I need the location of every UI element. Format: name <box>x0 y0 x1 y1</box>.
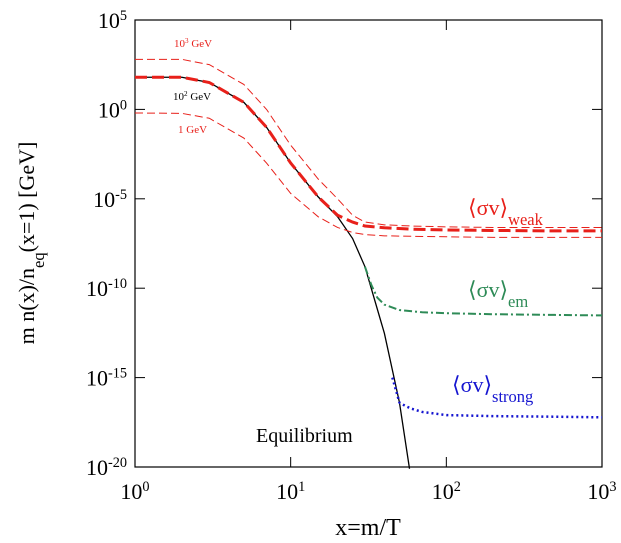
y-tick-label-part: 10 <box>86 276 108 301</box>
series-label: ⟨σv⟩em <box>468 277 528 311</box>
series-line <box>363 266 603 317</box>
y-tick-label-part: 10 <box>98 8 120 33</box>
y-tick-label-part: -5 <box>115 187 127 203</box>
series-label-part: ⟨σv⟩ <box>452 372 492 397</box>
x-tick-label: 103 <box>587 479 616 504</box>
y-tick-label: 10-20 <box>86 455 127 480</box>
y-axis-label: m n(x)/neq(x=1) [GeV] <box>14 142 48 345</box>
y-tick-label: 105 <box>98 8 127 33</box>
annotation-part: 10 <box>173 91 185 103</box>
x-tick-label-part: 10 <box>587 479 609 504</box>
series-line <box>135 58 602 228</box>
y-tick-label-part: -10 <box>108 276 127 292</box>
series-label-part: ⟨σv⟩ <box>468 277 508 302</box>
x-tick-label-part: 3 <box>609 479 616 495</box>
y-tick-label-part: -20 <box>108 455 127 471</box>
series-label: 103 GeV <box>174 37 212 50</box>
y-tick-label-part: 5 <box>120 8 127 24</box>
x-tick-label: 101 <box>276 479 305 504</box>
series-label-part: em <box>508 292 528 311</box>
y-tick-label-part: 0 <box>120 97 127 113</box>
series-label-part: ⟨σv⟩ <box>468 195 508 220</box>
series-label: 1 GeV <box>178 124 207 136</box>
y-axis-label-part: (x=1) [GeV] <box>14 142 39 253</box>
y-tick-label: 10-15 <box>86 366 127 391</box>
series-line <box>134 112 602 238</box>
series-label: ⟨σv⟩weak <box>468 195 544 229</box>
annotation-part: GeV <box>188 91 212 103</box>
series-label-part: weak <box>508 210 544 229</box>
annotation: 102 GeV <box>173 90 211 103</box>
series-label-part: strong <box>492 387 533 406</box>
x-axis-label: x=m/T <box>335 515 401 541</box>
y-tick-label: 10-5 <box>93 187 127 212</box>
series-label-part: 3 <box>185 37 189 45</box>
x-tick-label-part: 10 <box>432 479 454 504</box>
y-tick-label-part: 10 <box>98 97 120 122</box>
y-tick-label-part: 10 <box>93 187 115 212</box>
x-tick-label-part: 0 <box>142 479 149 495</box>
y-tick-label-part: 10 <box>86 455 108 480</box>
y-axis-label-part: eq <box>29 252 48 268</box>
series-label-part: 10 <box>174 38 186 50</box>
series-label: ⟨σv⟩strong <box>452 372 533 406</box>
y-tick-label: 10-10 <box>86 276 127 301</box>
y-axis-label-part: m n(x)/n <box>14 268 39 344</box>
y-tick-label-part: 10 <box>86 366 108 391</box>
x-tick-label-part: 10 <box>276 479 298 504</box>
y-tick-label: 100 <box>98 97 127 122</box>
x-tick-label: 102 <box>432 479 461 504</box>
annotation-part: 2 <box>184 90 188 98</box>
plot-frame <box>134 19 603 468</box>
x-tick-label-part: 1 <box>298 479 305 495</box>
x-tick-label-part: 10 <box>120 479 142 504</box>
series-line <box>391 377 603 419</box>
series-label-part: 1 GeV <box>178 124 207 136</box>
series-label: Equilibrium <box>256 425 353 447</box>
x-tick-label: 100 <box>120 479 149 504</box>
series-label-part: GeV <box>189 38 213 50</box>
series-line <box>135 75 602 233</box>
y-tick-label-part: -15 <box>108 366 127 382</box>
x-tick-label-part: 2 <box>454 479 461 495</box>
